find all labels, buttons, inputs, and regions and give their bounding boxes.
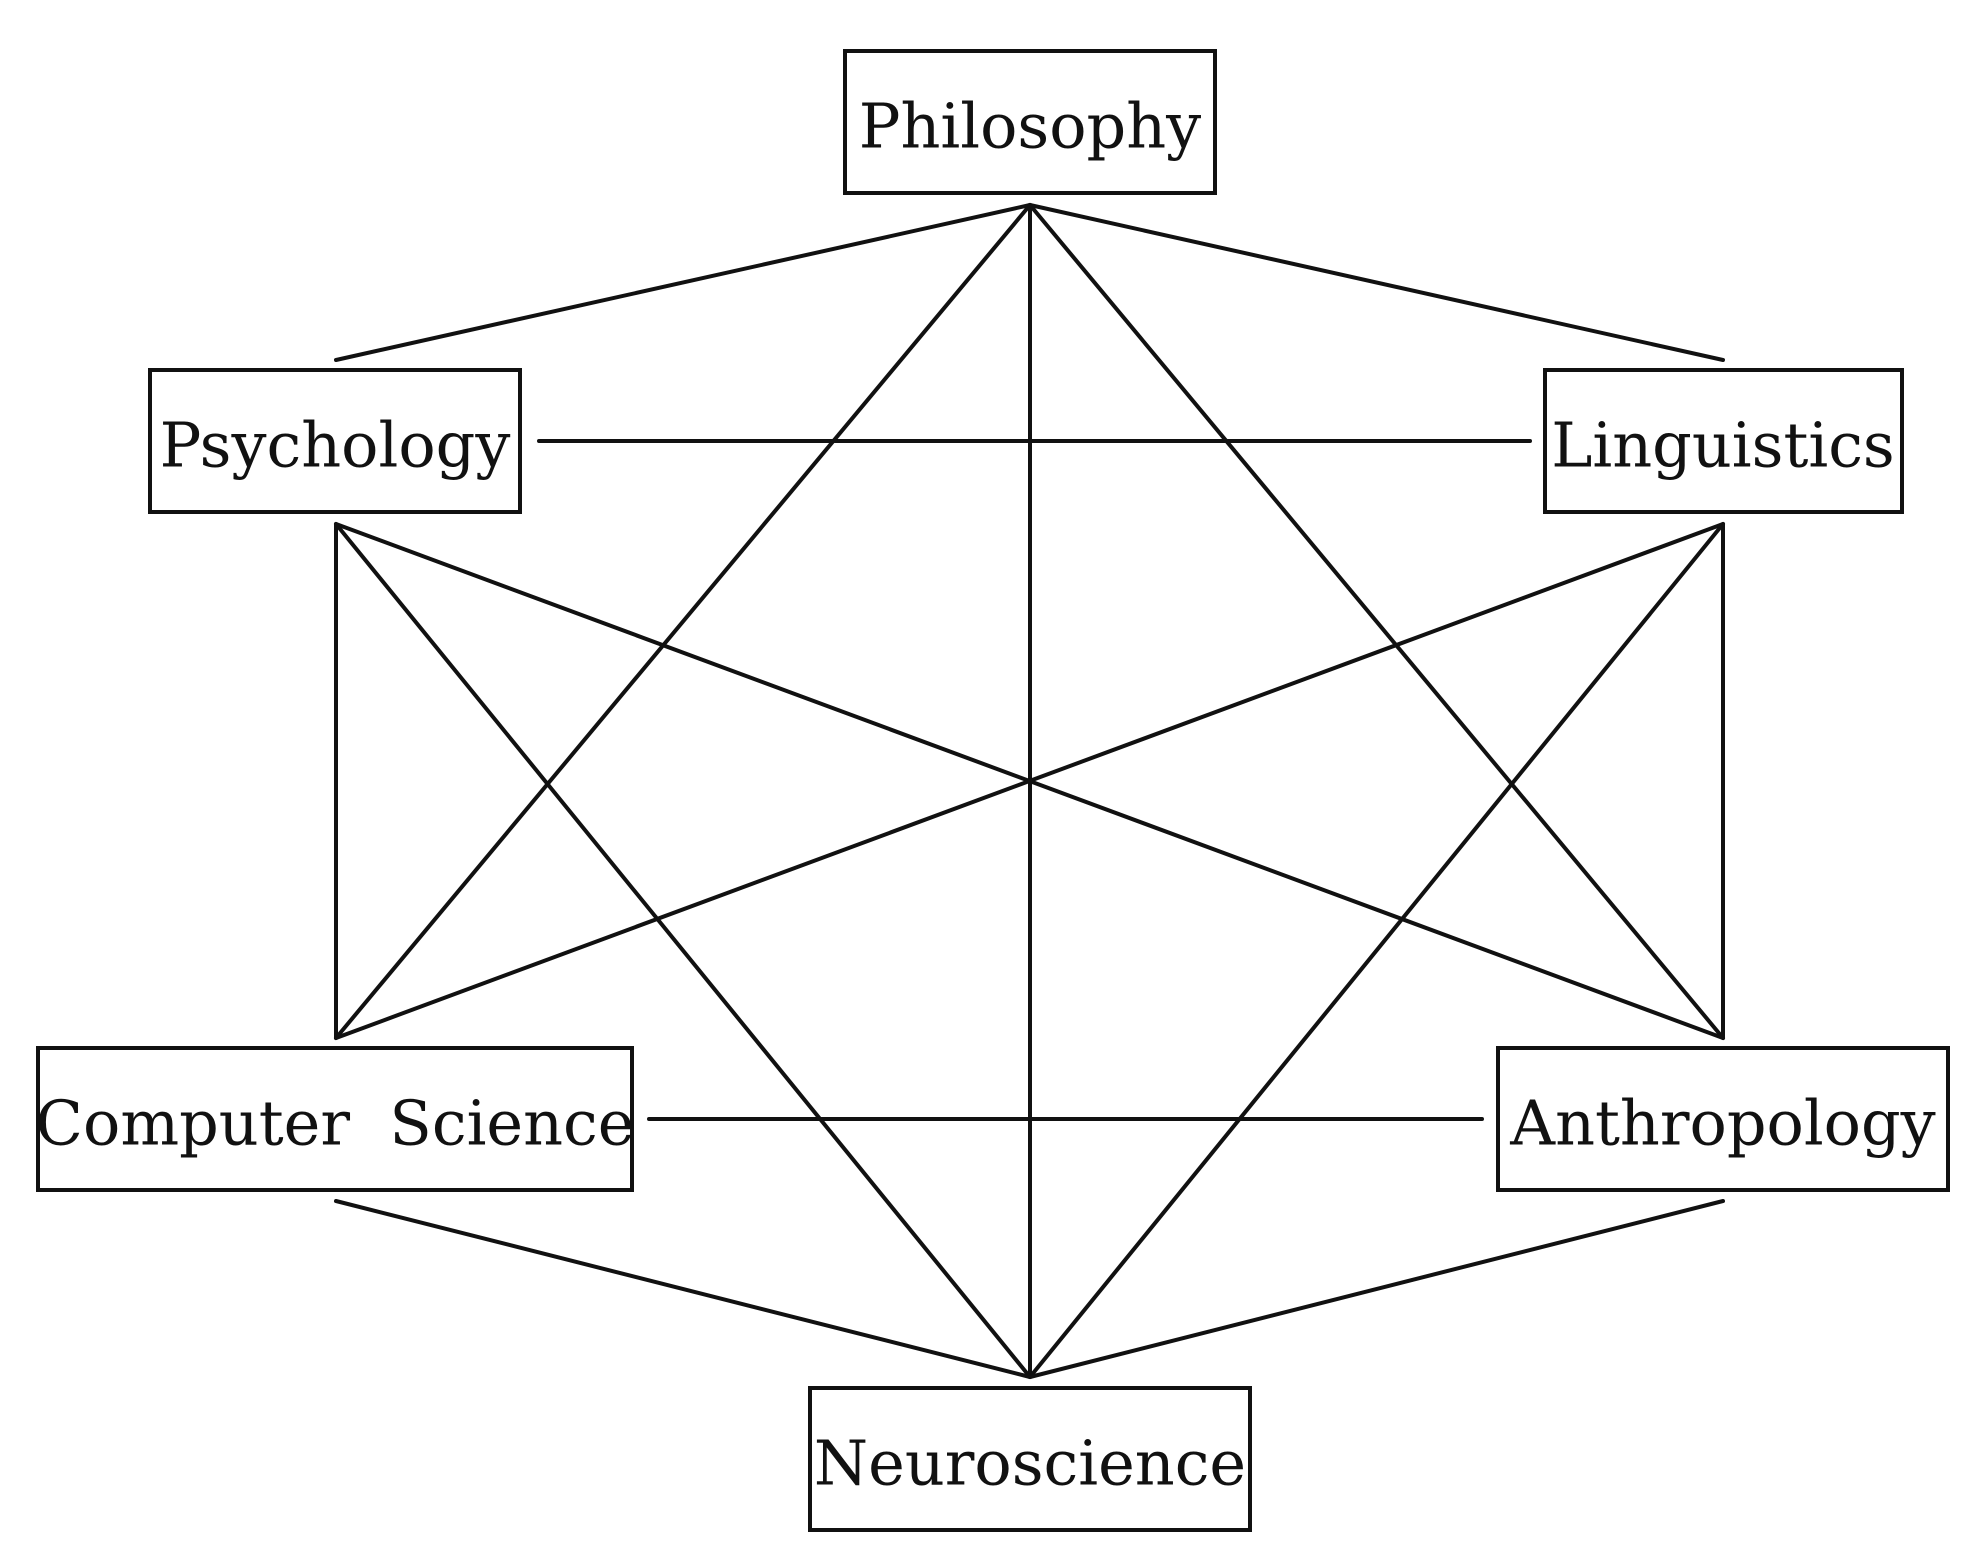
node-linguistics-box [1543, 368, 1904, 514]
edge-linguistics-neuroscience [1028, 522, 1725, 1379]
node-linguistics-label: Linguistics [1551, 409, 1894, 482]
node-psychology-box [148, 368, 522, 514]
node-anthropology-box [1496, 1046, 1950, 1192]
node-philosophy: Philosophy [843, 49, 1217, 195]
node-philosophy-label: Philosophy [859, 90, 1201, 163]
edge-philosophy-linguistics [1028, 203, 1725, 362]
edge-anthropology-neuroscience [1028, 1199, 1725, 1379]
edge-linguistics-computer-science [334, 522, 1725, 1040]
node-anthropology-label: Anthropology [1509, 1087, 1935, 1160]
edge-philosophy-psychology [334, 203, 1032, 362]
edge-computer-science-neuroscience [334, 1199, 1032, 1379]
node-psychology-label: Psychology [160, 409, 511, 482]
edge-philosophy-computer-science [334, 203, 1032, 1040]
node-psychology: Psychology [148, 368, 522, 514]
node-linguistics: Linguistics [1543, 368, 1904, 514]
node-neuroscience: Neuroscience [808, 1386, 1252, 1532]
node-computer-science-label: Computer Science [36, 1087, 635, 1160]
edges-layer [334, 203, 1725, 1379]
node-neuroscience-label: Neuroscience [814, 1427, 1246, 1500]
node-neuroscience-box [808, 1386, 1252, 1532]
node-philosophy-box [843, 49, 1217, 195]
node-computer-science-box [36, 1046, 634, 1192]
edge-psychology-neuroscience [334, 522, 1032, 1379]
node-anthropology: Anthropology [1496, 1046, 1950, 1192]
edge-philosophy-anthropology [1028, 203, 1725, 1040]
node-computer-science: Computer Science [36, 1046, 635, 1192]
